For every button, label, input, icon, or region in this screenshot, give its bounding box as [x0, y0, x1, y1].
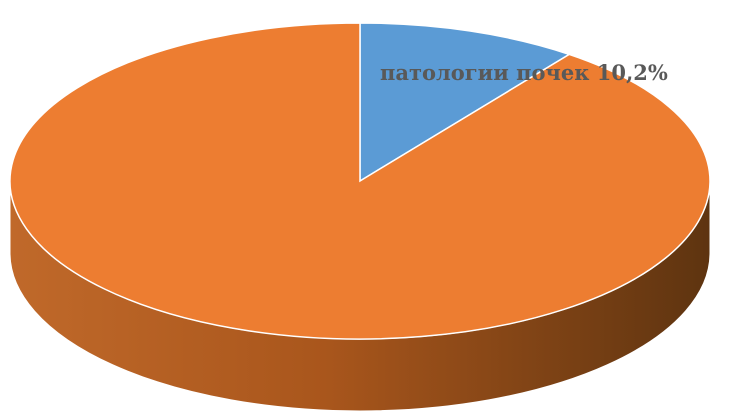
pie-slice-2	[9, 22, 711, 340]
pie-slice-1	[359, 22, 572, 183]
slice-data-label: патологии почек 10,2%	[380, 60, 668, 85]
